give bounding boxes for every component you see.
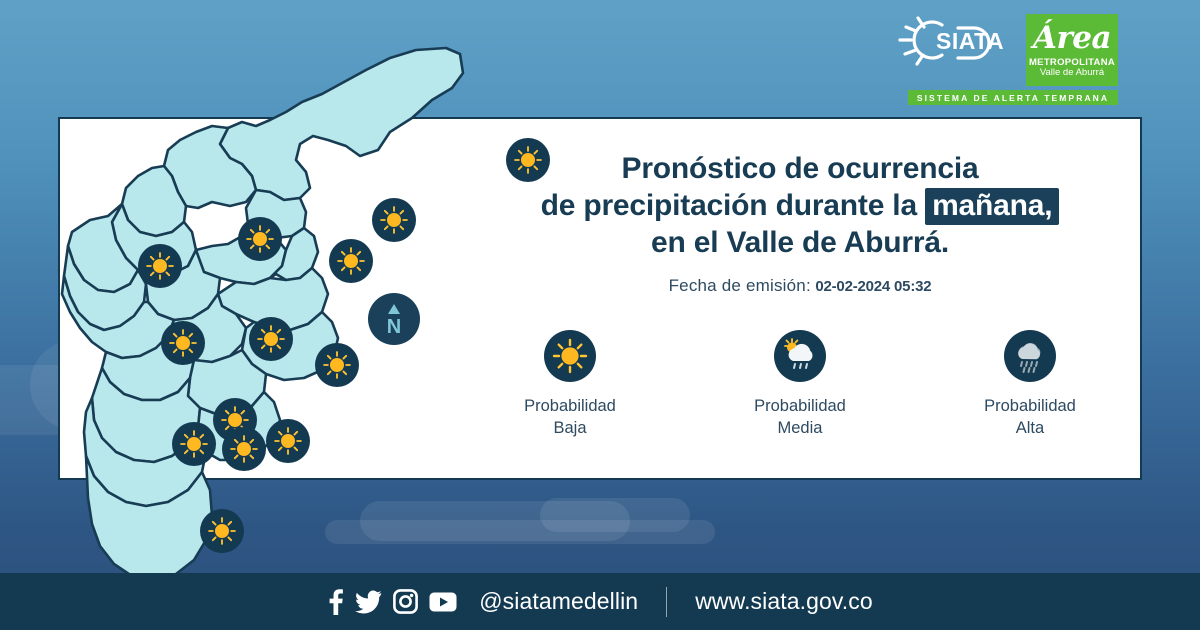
title-line-1: Pronóstico de ocurrencia: [621, 152, 979, 185]
map-marker-barbosa: [506, 138, 550, 182]
legend-item-baja: Probabilidad Baja: [470, 330, 670, 440]
social-handle[interactable]: @siatamedellin: [479, 588, 639, 614]
legend-media-line2: Media: [777, 418, 823, 437]
twitter-icon[interactable]: [355, 590, 382, 614]
area-metropolitana-logo: Área METROPOLITANA Valle de Aburrá: [1026, 14, 1118, 86]
north-arrow-icon: N: [368, 293, 420, 345]
svg-text:N: N: [387, 316, 401, 338]
map-marker-girardota: [372, 198, 416, 242]
legend-item-alta: Probabilidad Alta: [930, 330, 1130, 440]
map-marker-san-pedro: [238, 217, 282, 261]
page-title: Pronóstico de ocurrencia de precipitació…: [460, 150, 1140, 262]
legend-label-alta: Probabilidad Alta: [984, 396, 1076, 440]
cloud-heavy-rain-icon: [1004, 330, 1056, 382]
legend-baja-line2: Baja: [553, 418, 587, 437]
foreground-cloud-decoration: [325, 498, 715, 544]
title-line-3: en el Valle de Aburrá.: [651, 226, 949, 260]
area-logo-line1: METROPOLITANA: [1028, 57, 1116, 68]
map-marker-san-jeronimo: [138, 244, 182, 288]
map-marker-ebejico: [161, 321, 205, 365]
map-marker-sabaneta: [222, 427, 266, 471]
siata-logo: SIATA: [896, 14, 1016, 76]
footer-divider: [666, 586, 668, 617]
title-highlight-manana: mañana,: [925, 188, 1060, 226]
facebook-icon[interactable]: [327, 588, 344, 615]
map-marker-copacabana: [329, 239, 373, 283]
map-marker-envigado: [266, 419, 310, 463]
probability-legend: Probabilidad Baja: [470, 330, 1130, 440]
title-line-2: de precipitación durante la mañana,: [460, 187, 1140, 226]
headline-block: Pronóstico de ocurrencia de precipitació…: [460, 150, 1140, 296]
valle-de-aburra-map: N: [60, 40, 550, 582]
issue-date: Fecha de emisión: 02-02-2024 05:32: [460, 276, 1140, 296]
legend-alta-line2: Alta: [1015, 418, 1045, 437]
legend-media-line1: Probabilidad: [754, 397, 846, 415]
legend-item-media: Probabilidad Media: [700, 330, 900, 440]
title-line-2-text: de precipitación durante la: [540, 189, 926, 223]
legend-label-baja: Probabilidad Baja: [524, 396, 616, 440]
map-marker-layer: [60, 40, 550, 580]
legend-baja-line1: Probabilidad: [524, 397, 616, 415]
sun-cloud-rain-icon: [774, 330, 826, 382]
map-marker-caldas: [200, 509, 244, 553]
youtube-icon[interactable]: [429, 592, 457, 612]
footer-bar: @siatamedellin www.siata.gov.co: [0, 573, 1200, 630]
instagram-icon[interactable]: [393, 589, 419, 614]
siata-tagline: SISTEMA DE ALERTA TEMPRANA: [908, 90, 1118, 105]
logo-group: SIATA Área METROPOLITANA Valle de Aburrá: [896, 14, 1118, 86]
sun-icon: [544, 330, 596, 382]
social-icons: [327, 588, 457, 615]
map-marker-medellin-norte: [315, 343, 359, 387]
map-marker-la-estrella: [172, 422, 216, 466]
area-logo-script: Área: [1032, 20, 1112, 56]
issue-date-label: Fecha de emisión:: [668, 275, 811, 295]
svg-text:SIATA: SIATA: [936, 28, 1004, 54]
issue-date-value: 02-02-2024 05:32: [815, 277, 932, 295]
legend-label-media: Probabilidad Media: [754, 396, 846, 440]
map-marker-bello: [249, 317, 293, 361]
area-logo-line2: Valle de Aburrá: [1039, 66, 1105, 78]
legend-alta-line1: Probabilidad: [984, 397, 1076, 415]
website-url[interactable]: www.siata.gov.co: [695, 588, 873, 614]
